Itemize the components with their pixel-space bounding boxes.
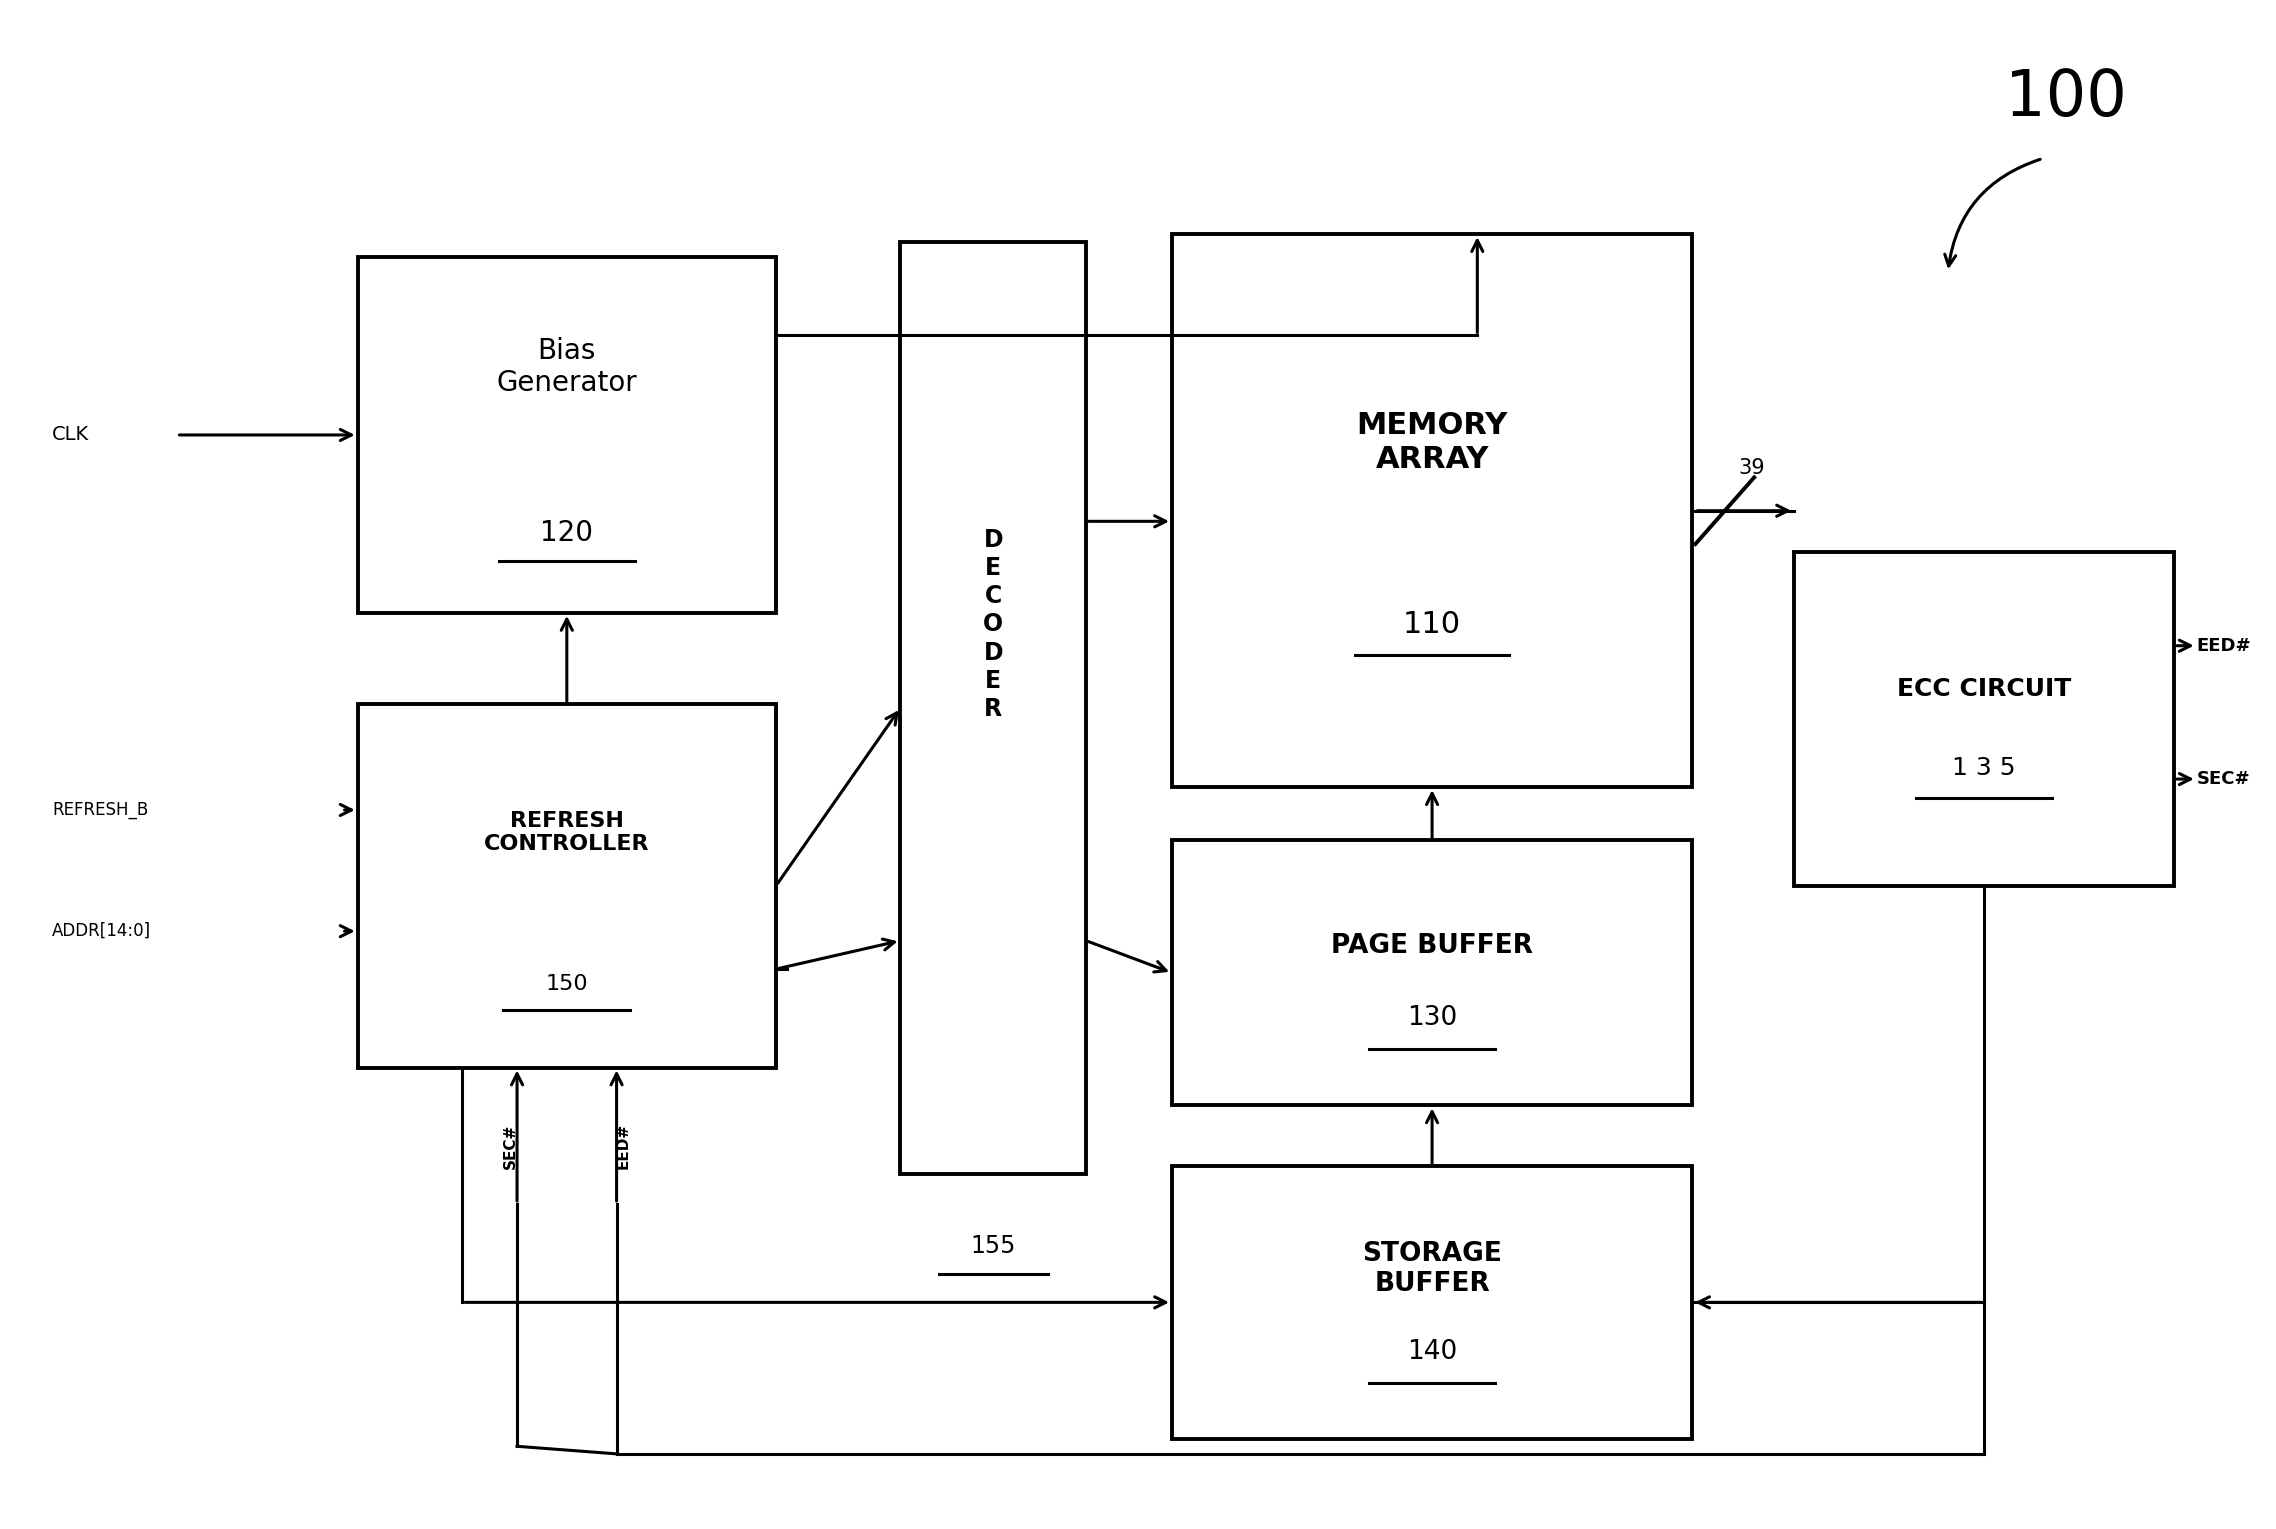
Bar: [1793, 552, 2174, 885]
Text: 1 3 5: 1 3 5: [1953, 755, 2017, 780]
Text: 150: 150: [546, 974, 587, 994]
Bar: [1172, 1167, 1693, 1439]
Text: EED#: EED#: [617, 1124, 630, 1170]
Text: ECC CIRCUIT: ECC CIRCUIT: [1896, 677, 2071, 700]
Text: SEC#: SEC#: [503, 1124, 517, 1170]
Text: 39: 39: [1739, 459, 1764, 479]
Bar: [1172, 841, 1693, 1105]
Text: MEMORY
ARRAY: MEMORY ARRAY: [1356, 411, 1507, 474]
Text: SEC#: SEC#: [2196, 771, 2251, 787]
Text: REFRESH_B: REFRESH_B: [52, 801, 148, 820]
Text: PAGE BUFFER: PAGE BUFFER: [1331, 933, 1534, 959]
Text: 100: 100: [2005, 67, 2126, 128]
Text: REFRESH
CONTROLLER: REFRESH CONTROLLER: [485, 810, 649, 855]
Text: ADDR[14:0]: ADDR[14:0]: [52, 922, 150, 940]
Text: 120: 120: [539, 520, 594, 547]
Bar: [357, 703, 776, 1067]
Text: CLK: CLK: [52, 425, 89, 445]
Text: 130: 130: [1407, 1005, 1457, 1031]
Text: 155: 155: [970, 1234, 1015, 1258]
Bar: [901, 242, 1086, 1174]
Bar: [1172, 234, 1693, 787]
Text: D
E
C
O
D
E
R: D E C O D E R: [983, 528, 1004, 720]
Text: 110: 110: [1402, 610, 1461, 639]
Text: Bias
Generator: Bias Generator: [496, 336, 637, 398]
Text: STORAGE
BUFFER: STORAGE BUFFER: [1361, 1242, 1502, 1297]
Text: EED#: EED#: [2196, 636, 2251, 654]
Bar: [357, 257, 776, 613]
Text: 140: 140: [1407, 1339, 1457, 1365]
